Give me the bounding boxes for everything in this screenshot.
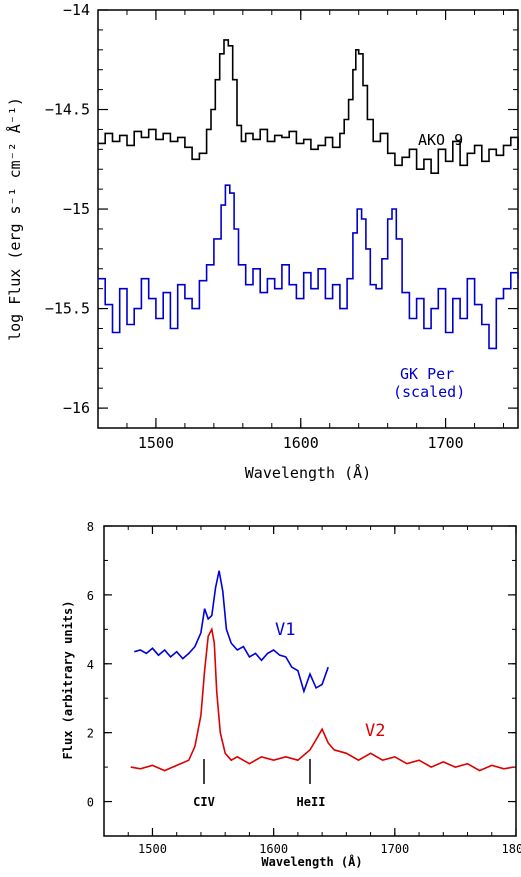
- p1-ytick-label-0: 0: [87, 796, 94, 810]
- bottom-annotation-v2: V2: [365, 721, 385, 741]
- p0-xtick-label-1700: 1700: [428, 434, 464, 452]
- p0-xtick-label-1500: 1500: [138, 434, 174, 452]
- p1-xtick-label-1500: 1500: [138, 842, 167, 856]
- p1-series-1: [130, 626, 514, 772]
- p1-ytick-label-4: 8: [87, 520, 94, 534]
- top-ticks: 1500 1600 1700 −14 −14.5 −15 −15.5 −16: [45, 1, 518, 452]
- p0-ytick-label-3: −15.5: [45, 300, 90, 318]
- p1-ytick-label-3: 6: [87, 589, 94, 603]
- p1-series-0: [134, 570, 329, 694]
- bottom-annotation-v1: V1: [275, 620, 295, 640]
- top-y-axis-label: log Flux (erg s⁻¹ cm⁻² Å⁻¹): [5, 97, 24, 341]
- p0-series-1: [98, 184, 519, 350]
- p1-xtick-label-1600: 1600: [259, 842, 288, 856]
- top-annotation-ako9: AKO 9: [418, 131, 463, 149]
- bottom-plot-frame: [103, 525, 517, 837]
- bottom-series: [130, 570, 514, 772]
- bottom-y-axis-label: Flux (arbitrary units): [61, 601, 75, 760]
- p0-ytick-label-0: −14: [63, 1, 90, 19]
- p0-ytick-label-1: −14.5: [45, 101, 90, 119]
- p0-series-0: [98, 39, 519, 174]
- p1-xtick-label-1700: 1700: [380, 842, 409, 856]
- top-plot-frame: [97, 9, 519, 429]
- bottom-annotation-heii: HeII: [297, 795, 326, 809]
- p0-ytick-label-4: −16: [63, 399, 90, 417]
- top-annotation-gkper: GK Per: [400, 365, 454, 383]
- p0-xtick-label-1600: 1600: [283, 434, 319, 452]
- top-panel: 1500 1600 1700 −14 −14.5 −15 −15.5 −16 Waveleng…: [5, 1, 519, 482]
- p1-ytick-label-1: 2: [87, 727, 94, 741]
- p0-ytick-label-2: −15: [63, 200, 90, 218]
- top-series: [98, 39, 519, 350]
- bottom-annotation-civ: CIV: [193, 795, 215, 809]
- top-annotation-scaled: (scaled): [393, 383, 465, 401]
- top-x-axis-label: Wavelength (Å): [245, 463, 371, 482]
- bottom-x-axis-label: Wavelength (Å): [261, 854, 362, 869]
- p1-ytick-label-2: 4: [87, 658, 94, 672]
